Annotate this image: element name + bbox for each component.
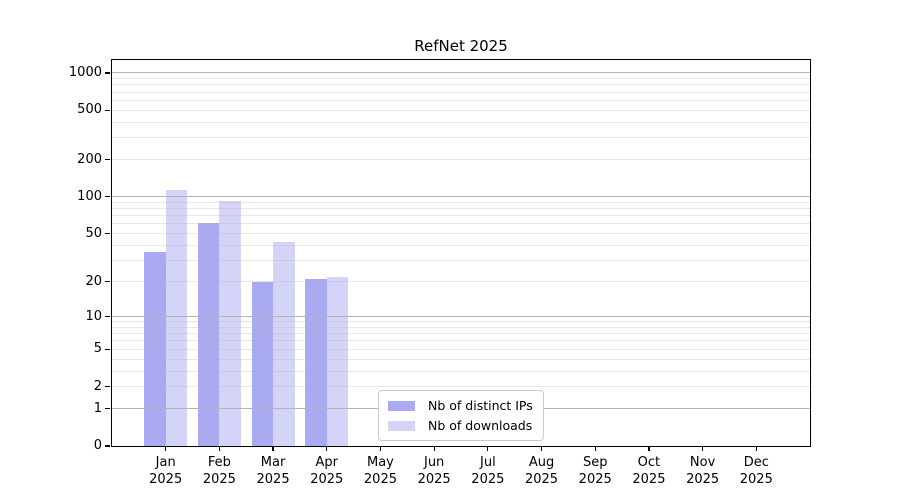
- chart-title: RefNet 2025: [414, 37, 508, 55]
- gridline-minor-900: [112, 78, 810, 80]
- xtick-label-jun: Jun 2025: [417, 455, 451, 487]
- gridline-minor-9: [112, 321, 810, 323]
- bar-distinct-ips-feb: [197, 223, 220, 446]
- gridline-minor-60: [112, 223, 810, 225]
- bar-downloads-apr: [326, 276, 349, 446]
- xtick-mark-may: [379, 446, 382, 451]
- gridline-minor-5: [112, 348, 810, 350]
- legend-label-distinct-ips: Nb of distinct IPs: [428, 398, 533, 413]
- xtick-mark-jan: [165, 446, 167, 451]
- xtick-label-jul: Jul 2025: [471, 455, 505, 487]
- gridline-minor-600: [112, 99, 810, 101]
- gridline-minor-200: [112, 159, 810, 161]
- ytick-label-20: 20: [85, 273, 102, 289]
- xtick-mark-nov: [701, 446, 704, 451]
- xtick-mark-feb: [218, 446, 221, 451]
- gridline-major-10: [112, 316, 810, 317]
- gridline-minor-3: [112, 370, 810, 372]
- ytick-mark-2: [105, 386, 110, 388]
- xtick-label-feb: Feb 2025: [202, 455, 236, 487]
- bar-downloads-feb: [219, 201, 241, 446]
- bar-downloads-mar: [273, 241, 295, 446]
- bar-distinct-ips-apr: [305, 279, 327, 446]
- ytick-label-1: 1: [93, 400, 102, 416]
- xtick-label-sep: Sep 2025: [578, 455, 612, 487]
- gridline-minor-300: [112, 137, 810, 139]
- ytick-label-200: 200: [77, 151, 102, 167]
- ytick-mark-1000: [105, 72, 110, 74]
- ytick-label-5: 5: [93, 341, 102, 357]
- ytick-label-1000: 1000: [68, 64, 102, 80]
- xtick-label-aug: Aug 2025: [524, 455, 559, 487]
- xtick-label-apr: Apr 2025: [310, 455, 344, 487]
- ytick-mark-200: [105, 158, 110, 161]
- xtick-label-mar: Mar 2025: [256, 455, 290, 487]
- gridline-minor-90: [112, 201, 810, 203]
- ytick-mark-10: [105, 315, 110, 318]
- gridline-minor-2: [112, 386, 810, 388]
- gridline-minor-4: [112, 358, 810, 360]
- ytick-mark-5: [105, 348, 110, 350]
- ytick-label-2: 2: [93, 378, 102, 394]
- ytick-mark-20: [105, 280, 110, 283]
- legend-entry-downloads: Nb of downloads: [388, 418, 534, 433]
- xtick-mark-sep: [594, 446, 596, 451]
- ytick-label-0: 0: [93, 438, 102, 453]
- gridline-minor-800: [112, 84, 810, 86]
- xtick-mark-mar: [272, 446, 274, 451]
- xtick-label-may: May 2025: [363, 455, 397, 487]
- legend-entry-distinct-ips: Nb of distinct IPs: [388, 398, 534, 413]
- ytick-mark-100: [105, 196, 110, 198]
- plot-area: 0 1 2 5 10 20 50 100 200 500 1000 Jan 2025 Feb 2025 Mar…: [69, 59, 811, 487]
- gridline-minor-6: [112, 340, 810, 342]
- legend-swatch-distinct-ips: [388, 400, 415, 411]
- bar-distinct-ips-mar: [251, 281, 274, 446]
- xtick-mark-jul: [487, 446, 489, 451]
- gridline-minor-700: [112, 91, 810, 93]
- gridline-minor-400: [112, 121, 810, 123]
- gridline-minor-8: [112, 326, 810, 328]
- ytick-label-50: 50: [85, 225, 102, 241]
- legend-label-downloads: Nb of downloads: [428, 418, 533, 433]
- xtick-label-jan: Jan 2025: [149, 455, 183, 487]
- xtick-mark-aug: [540, 446, 543, 451]
- xtick-label-dec: Dec 2025: [739, 455, 773, 487]
- legend: Nb of distinct IPs Nb of downloads: [378, 390, 544, 441]
- ytick-label-10: 10: [85, 308, 102, 324]
- gridline-minor-40: [112, 244, 810, 246]
- xtick-label-oct: Oct 2025: [632, 455, 666, 487]
- gridline-minor-20: [112, 281, 810, 283]
- xtick-mark-oct: [648, 446, 650, 451]
- xtick-label-nov: Nov 2025: [686, 455, 720, 487]
- xtick-mark-dec: [755, 446, 757, 451]
- ytick-label-100: 100: [77, 188, 102, 204]
- ytick-mark-50: [105, 233, 110, 235]
- bar-distinct-ips-jan: [144, 252, 166, 446]
- ytick-mark-0: [105, 445, 110, 447]
- gridline-minor-30: [112, 260, 810, 262]
- gridline-minor-7: [112, 333, 810, 335]
- gridline-minor-80: [112, 208, 810, 210]
- ytick-mark-1: [105, 407, 110, 410]
- legend-swatch-downloads: [388, 420, 415, 431]
- xtick-mark-jun: [433, 446, 435, 451]
- ytick-mark-500: [105, 109, 110, 111]
- gridline-minor-50: [112, 233, 810, 235]
- gridline-major-100: [112, 196, 810, 198]
- gridline-major-1000: [112, 72, 810, 74]
- gridline-minor-70: [112, 215, 810, 217]
- ytick-label-500: 500: [77, 102, 102, 118]
- xtick-mark-apr: [326, 446, 328, 451]
- bar-downloads-jan: [165, 190, 188, 446]
- gridline-minor-500: [112, 109, 810, 111]
